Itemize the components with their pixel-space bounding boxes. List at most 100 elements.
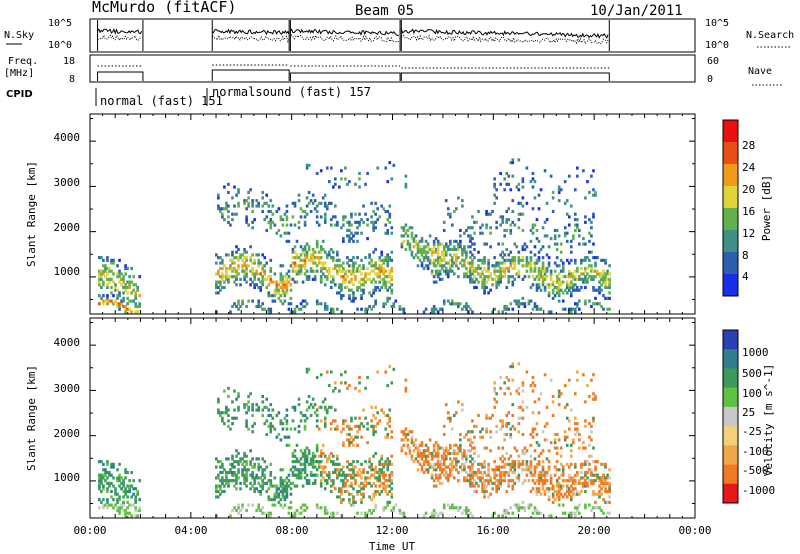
power-cell xyxy=(444,199,448,203)
power-cell xyxy=(378,266,381,271)
velocity-cell xyxy=(285,481,289,485)
velocity-cell xyxy=(539,470,543,475)
power-cell xyxy=(555,275,559,279)
power-cell xyxy=(354,277,357,281)
velocity-cell xyxy=(557,489,561,494)
velocity-cell xyxy=(549,481,553,485)
power-cell xyxy=(356,285,359,290)
velocity-cell xyxy=(374,476,377,480)
power-cell xyxy=(505,182,509,186)
velocity-cell xyxy=(404,386,408,390)
power-cell xyxy=(237,307,240,311)
power-cell xyxy=(386,258,390,262)
power-cell xyxy=(517,261,521,265)
velocity-cell xyxy=(293,427,297,431)
velocity-cell xyxy=(386,479,390,483)
velocity-cell xyxy=(553,498,557,502)
power-cell xyxy=(586,272,589,276)
power-cell xyxy=(505,171,509,176)
power-cell xyxy=(543,288,547,292)
power-cell xyxy=(497,261,500,265)
power-cell xyxy=(545,234,549,238)
power-cell xyxy=(217,285,220,290)
velocity-cell xyxy=(231,457,234,461)
velocity-cell xyxy=(346,424,349,428)
power-cell xyxy=(432,245,436,249)
velocity-cell xyxy=(412,449,416,453)
velocity-cell xyxy=(436,465,440,469)
power-cell xyxy=(225,207,228,211)
power-cell xyxy=(569,250,573,254)
power-cell xyxy=(267,294,271,298)
power-cell xyxy=(557,291,561,295)
power-cell xyxy=(225,269,228,273)
power-cell xyxy=(469,226,472,230)
power-cell xyxy=(108,266,111,271)
velocity-cell xyxy=(360,462,363,466)
power-cell xyxy=(287,275,291,279)
velocity-cell xyxy=(588,462,591,466)
velocity-cell xyxy=(487,479,490,483)
power-cell xyxy=(586,180,589,184)
velocity-cell xyxy=(120,481,123,485)
velocity-cell xyxy=(438,460,442,464)
velocity-cell xyxy=(551,400,555,404)
power-cell xyxy=(422,245,426,249)
power-cell xyxy=(267,209,271,214)
velocity-cell xyxy=(122,481,125,485)
power-cell xyxy=(376,275,379,279)
power-cell xyxy=(513,299,517,303)
velocity-cell xyxy=(106,487,109,491)
power-cell xyxy=(106,258,109,262)
power-cell xyxy=(215,291,218,295)
power-cell xyxy=(539,288,543,292)
velocity-cell xyxy=(517,460,521,464)
power-cell xyxy=(259,280,263,284)
power-cell xyxy=(541,256,545,260)
velocity-cell xyxy=(112,484,115,488)
velocity-cell xyxy=(261,470,265,475)
velocity-cell xyxy=(245,473,248,477)
power-cell xyxy=(594,275,597,279)
velocity-cell xyxy=(525,460,529,464)
velocity-cell xyxy=(569,489,573,494)
power-cell xyxy=(124,307,127,311)
velocity-cell xyxy=(400,430,404,434)
power-cell xyxy=(301,299,305,303)
power-cell xyxy=(241,258,244,262)
velocity-cell xyxy=(299,476,303,480)
velocity-cell xyxy=(102,462,105,466)
velocity-cell xyxy=(592,460,595,464)
power-cell xyxy=(569,245,573,249)
power-cell xyxy=(98,302,101,306)
velocity-cell xyxy=(471,481,474,485)
velocity-cell xyxy=(329,489,333,494)
power-cell xyxy=(432,261,436,265)
power-cell xyxy=(594,269,597,273)
power-cell xyxy=(495,261,498,265)
station-title: McMurdo (fitACF) xyxy=(92,0,237,16)
power-cell xyxy=(348,228,351,233)
power-cell xyxy=(245,250,248,254)
vel-cbar-tick-m100: -100 xyxy=(742,445,769,458)
velocity-cell xyxy=(426,468,430,472)
velocity-cell xyxy=(386,384,390,388)
velocity-cell xyxy=(376,489,379,494)
velocity-cell xyxy=(336,511,339,515)
power-cell xyxy=(325,275,329,279)
velocity-cell xyxy=(517,462,521,466)
velocity-cell xyxy=(342,422,345,426)
power-cell xyxy=(432,264,436,268)
power-cell xyxy=(275,280,279,284)
power-cell xyxy=(372,250,375,254)
velocity-cell xyxy=(130,484,133,488)
velocity-cell xyxy=(590,508,593,513)
power-cell xyxy=(291,247,295,252)
power-cell xyxy=(124,288,127,292)
velocity-cell xyxy=(388,408,392,412)
power-cell xyxy=(350,299,353,303)
velocity-cell xyxy=(493,476,496,480)
velocity-cell xyxy=(471,484,474,488)
velocity-cell xyxy=(323,508,327,513)
velocity-cell xyxy=(311,397,315,401)
